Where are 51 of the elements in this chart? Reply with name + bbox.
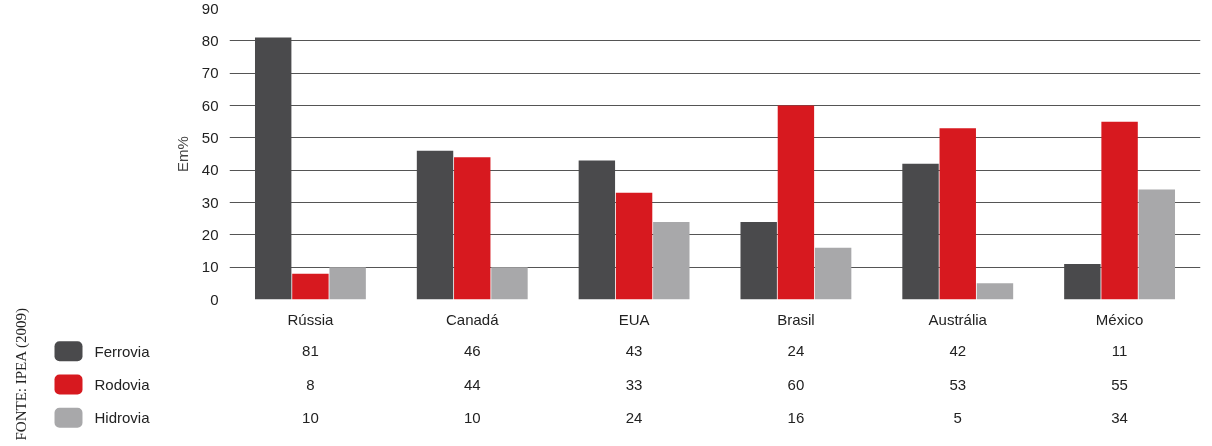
bar [814, 247, 852, 300]
data-label: 53 [949, 375, 967, 393]
data-label: 10 [302, 408, 319, 426]
bar [777, 105, 815, 300]
data-label: 44 [463, 375, 481, 393]
x-tick-label: México [1095, 310, 1144, 328]
data-label: 43 [625, 342, 643, 360]
data-label: 24 [787, 342, 805, 360]
y-tick-label: 60 [201, 96, 219, 114]
x-tick-label: EUA [618, 310, 650, 328]
y-tick-label: 80 [201, 31, 219, 49]
y-tick-label: 50 [201, 128, 219, 146]
data-label: 10 [463, 408, 481, 426]
y-tick-label: 20 [201, 225, 219, 243]
legend-label: Ferrovia [94, 342, 151, 360]
data-label: 16 [787, 408, 805, 426]
y-tick-label: 70 [201, 64, 219, 82]
bar [1138, 189, 1176, 300]
bar [292, 273, 329, 300]
data-label: 46 [463, 342, 481, 360]
x-tick-label: Canadá [445, 310, 500, 328]
bar [976, 283, 1014, 300]
x-tick-label: Rússia [287, 310, 334, 328]
y-axis-title: Em% [173, 136, 191, 172]
y-tick-label: 90 [201, 0, 219, 17]
data-label: 5 [953, 408, 962, 426]
data-label: 34 [1111, 408, 1128, 426]
data-label: 33 [625, 375, 643, 393]
data-label: 8 [306, 375, 315, 393]
source-note: FONTE: IPEA (2009) [12, 308, 30, 441]
data-label: 60 [787, 375, 805, 393]
bar [454, 157, 491, 300]
y-tick-label: 30 [201, 193, 219, 211]
x-tick-label: Austrália [928, 310, 988, 328]
data-label: 24 [625, 408, 643, 426]
bar [939, 128, 976, 300]
y-tick-label: 10 [201, 258, 219, 276]
data-label: 42 [949, 342, 967, 360]
bar [653, 221, 690, 300]
data-label: 11 [1111, 342, 1128, 360]
legend-label: Hidrovia [94, 409, 151, 427]
bar [491, 267, 528, 300]
y-tick-label: 0 [210, 290, 219, 308]
bar [615, 192, 653, 300]
data-label: 81 [302, 342, 319, 360]
data-label: 55 [1111, 375, 1128, 393]
bar [1101, 121, 1138, 300]
bar [329, 267, 366, 300]
x-tick-label: Brasil [777, 310, 815, 328]
legend-label: Rodovia [94, 376, 151, 393]
y-tick-label: 40 [201, 161, 219, 179]
